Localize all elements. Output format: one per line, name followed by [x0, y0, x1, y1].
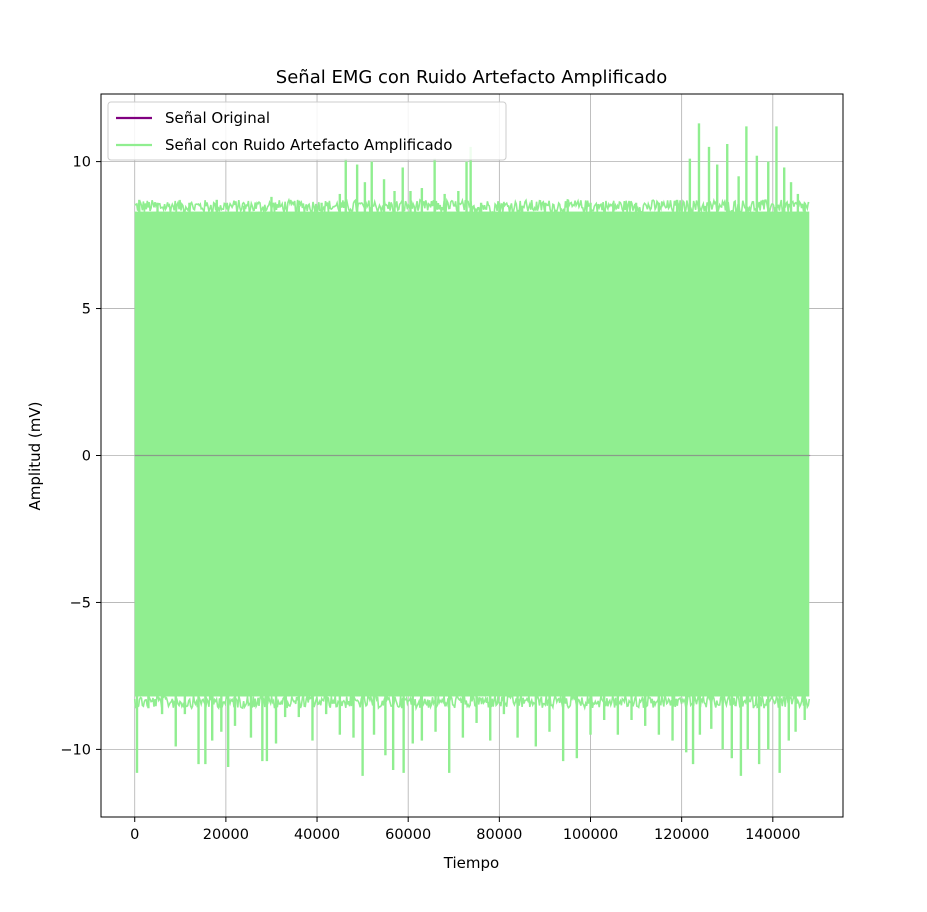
y-tick-label-3: 5 — [82, 302, 91, 318]
legend-entry-noisy: Señal con Ruido Artefacto Amplificado — [165, 136, 452, 154]
legend: Señal Original Señal con Ruido Artefacto… — [107, 101, 507, 161]
noisy-lower-edge — [133, 692, 811, 712]
x-axis-label: Tiempo — [443, 854, 499, 872]
y-axis: −10 −5 0 5 10 — [60, 155, 101, 758]
y-tick-label-4: 10 — [73, 155, 91, 171]
noisy-upper-edge — [134, 197, 810, 216]
y-tick-label-0: −10 — [60, 742, 91, 758]
x-tick-label-0: 0 — [130, 827, 139, 843]
y-tick-label-1: −5 — [70, 595, 91, 611]
y-tick-label-2: 0 — [82, 449, 91, 465]
noisy-signal-band — [134, 211, 810, 697]
chart-title: Señal EMG con Ruido Artefacto Amplificad… — [276, 67, 667, 88]
x-tick-label-3: 60000 — [385, 827, 431, 843]
y-axis-label: Amplitud (mV) — [26, 402, 44, 511]
legend-entry-original: Señal Original — [165, 109, 270, 127]
x-tick-label-2: 40000 — [294, 827, 340, 843]
legend-box — [107, 101, 507, 161]
x-tick-label-1: 20000 — [203, 827, 249, 843]
x-tick-label-5: 100000 — [563, 827, 618, 843]
plot-series — [133, 123, 811, 776]
x-axis: 0 20000 40000 60000 80000 100000 120000 140000 — [130, 817, 800, 843]
x-tick-label-4: 80000 — [476, 827, 522, 843]
x-tick-label-7: 140000 — [745, 827, 800, 843]
x-tick-label-6: 120000 — [654, 827, 709, 843]
